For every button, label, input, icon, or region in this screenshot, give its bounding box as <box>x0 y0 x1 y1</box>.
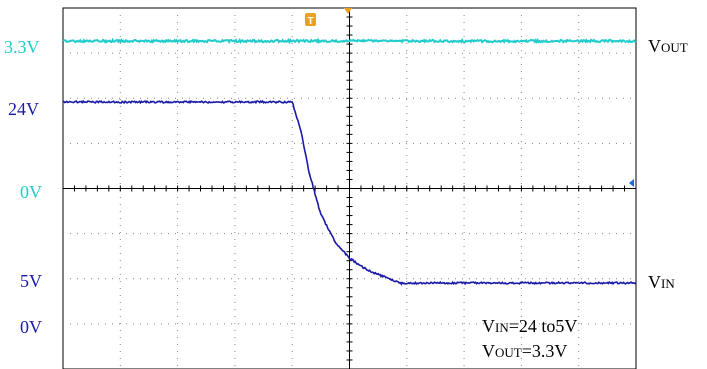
vin-5v-label: 5V <box>20 271 42 291</box>
vout-zero-label: 0V <box>20 182 42 202</box>
vout-channel-label: VOUT <box>648 36 688 56</box>
trigger-marker: T <box>305 13 316 27</box>
vout-ref-label: 3.3V <box>4 37 40 57</box>
vin-ref-label: 24V <box>8 99 39 119</box>
annotation-vin: VIN=24 to5V <box>482 316 577 336</box>
vout-level-label: 3.3V <box>4 37 40 57</box>
trigger-marker-label: T <box>307 16 313 27</box>
vout-trace <box>63 40 636 42</box>
ground-level-arrow-icon <box>629 179 634 187</box>
graticule-grid <box>63 8 636 369</box>
vin-zero-label: 0V <box>20 317 42 337</box>
annotation-vout: VOUT=3.3V <box>482 341 567 361</box>
vin-channel-label: VIN <box>648 272 675 292</box>
trigger-position-icon <box>344 8 352 14</box>
